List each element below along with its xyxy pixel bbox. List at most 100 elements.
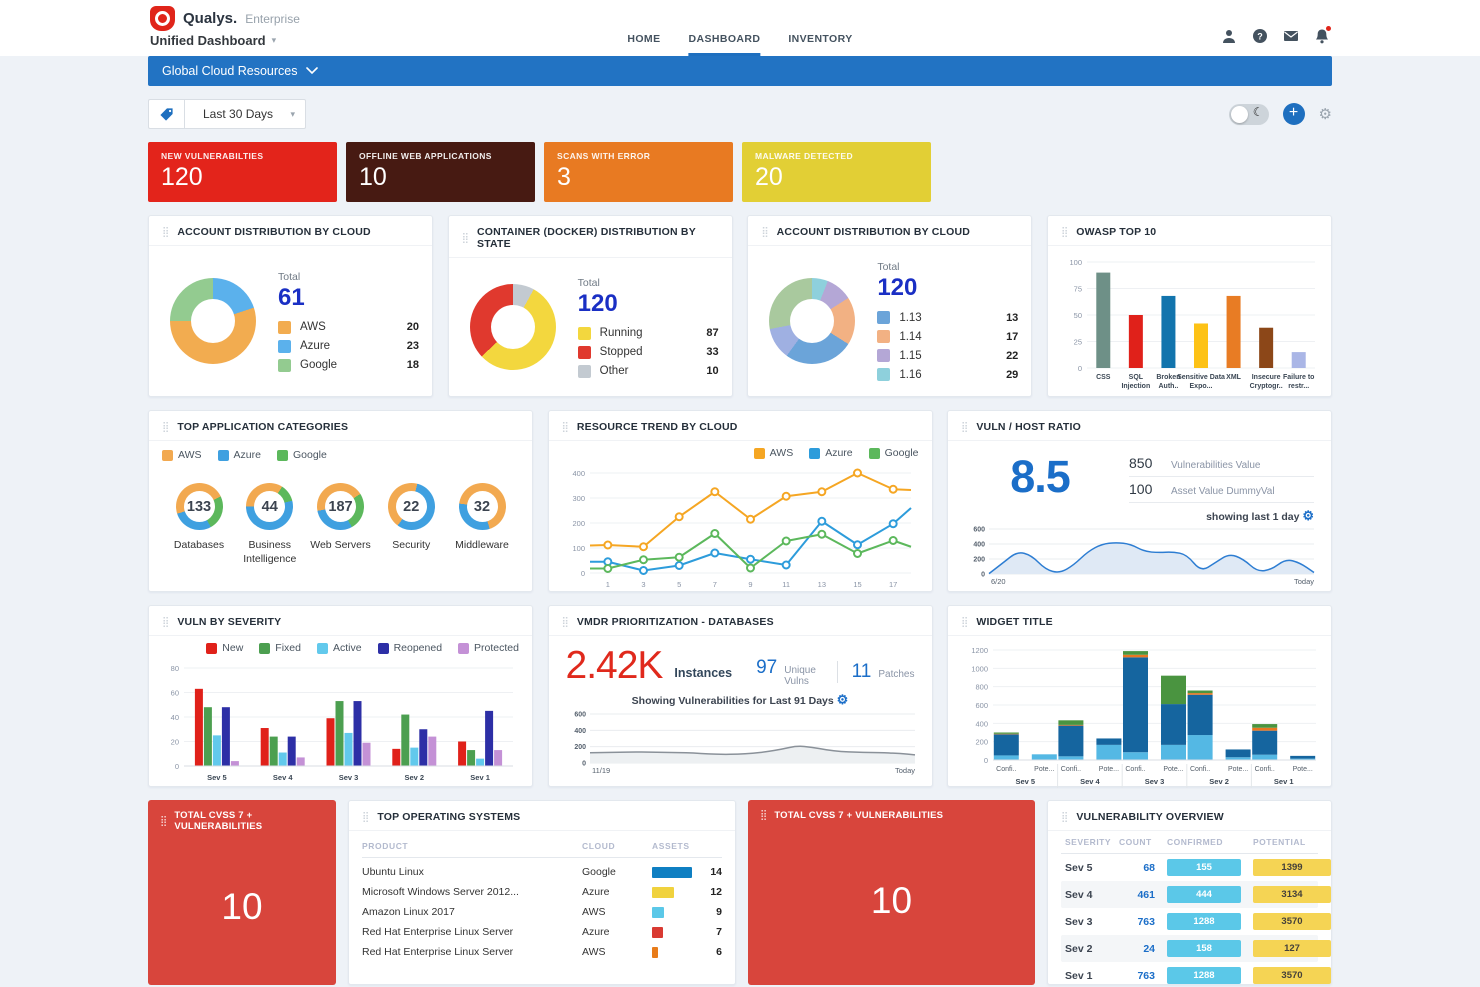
bar[interactable] [212, 735, 221, 766]
dark-mode-toggle[interactable]: ☾ [1228, 103, 1269, 125]
legend-item[interactable]: Google [868, 447, 919, 459]
bar[interactable] [494, 750, 503, 766]
bar[interactable] [1291, 352, 1306, 368]
data-point[interactable] [638, 542, 648, 552]
stack-segment[interactable] [1058, 724, 1084, 726]
stack-segment[interactable] [1031, 754, 1057, 760]
data-point[interactable] [602, 564, 612, 573]
bar[interactable] [1128, 315, 1143, 368]
legend-item[interactable]: New [206, 642, 243, 654]
category-ring[interactable]: 44 Business Intelligence [237, 483, 303, 566]
legend-item[interactable]: Active [316, 642, 362, 654]
data-point[interactable] [602, 540, 612, 550]
stack-segment[interactable] [1225, 757, 1251, 760]
stack-segment[interactable] [1290, 755, 1316, 759]
table-row[interactable]: Red Hat Enterprise Linux Server AWS 6 [362, 946, 722, 958]
table-row[interactable]: Sev 4 461 444 3134 [1061, 881, 1331, 908]
table-row[interactable]: Sev 2 24 158 127 [1061, 935, 1331, 962]
legend-item[interactable]: AWS [162, 449, 202, 461]
time-range-select[interactable]: Last 30 Days ▾ [184, 99, 306, 129]
count-link[interactable]: 763 [1137, 915, 1155, 928]
legend-item[interactable]: Reopened [377, 642, 442, 654]
bar[interactable] [1259, 327, 1274, 368]
stack-segment[interactable] [1290, 758, 1316, 760]
category-ring[interactable]: 133 Databases [166, 483, 232, 566]
legend-item[interactable]: Stopped 33 [577, 345, 719, 359]
data-point[interactable] [816, 487, 826, 497]
bar[interactable] [1193, 323, 1208, 368]
data-point[interactable] [638, 555, 648, 565]
stack-segment[interactable] [1187, 693, 1213, 695]
drag-handle-icon[interactable]: ⣿ [1061, 811, 1069, 823]
drag-handle-icon[interactable]: ⣿ [362, 811, 370, 823]
tag-filter-button[interactable] [148, 99, 184, 129]
bar[interactable] [485, 710, 494, 766]
bar[interactable] [269, 736, 278, 766]
table-row[interactable]: Sev 3 763 1288 3570 [1061, 908, 1331, 935]
stack-segment[interactable] [1252, 724, 1278, 728]
bar[interactable] [1161, 295, 1176, 368]
drag-handle-icon[interactable]: ⣿ [162, 421, 170, 433]
kpi-tile[interactable]: OFFLINE WEB APPLICATIONS 10 [346, 142, 535, 202]
notifications-bell-icon[interactable] [1314, 26, 1331, 44]
stack-segment[interactable] [1187, 735, 1213, 760]
bar[interactable] [326, 718, 335, 766]
data-point[interactable] [781, 536, 791, 546]
data-point[interactable] [888, 536, 898, 545]
bar[interactable] [410, 747, 419, 766]
data-point[interactable] [852, 540, 862, 550]
data-point[interactable] [745, 554, 755, 564]
legend-item[interactable]: 1.15 22 [877, 349, 1018, 362]
bar[interactable] [260, 728, 269, 766]
gear-icon[interactable]: ⚙ [1302, 508, 1314, 523]
stack-segment[interactable] [1123, 651, 1148, 655]
bar[interactable] [287, 736, 296, 766]
legend-item[interactable]: Fixed [259, 642, 301, 654]
mail-icon[interactable] [1283, 28, 1299, 44]
legend-item[interactable]: Azure [809, 447, 853, 459]
app-title[interactable]: Unified Dashboard [150, 33, 266, 48]
data-point[interactable] [745, 563, 755, 573]
bar[interactable] [221, 707, 230, 766]
stack-segment[interactable] [1225, 749, 1251, 758]
bar[interactable] [230, 761, 239, 766]
gear-icon[interactable]: ⚙ [1318, 106, 1332, 123]
table-row[interactable]: Amazon Linux 2017 AWS 9 [362, 906, 722, 918]
legend-item[interactable]: Azure 23 [278, 339, 419, 353]
data-point[interactable] [674, 561, 684, 570]
donut-chart[interactable] [469, 284, 556, 370]
stack-segment[interactable] [1058, 756, 1084, 760]
data-point[interactable] [781, 560, 791, 570]
count-link[interactable]: 461 [1137, 888, 1155, 901]
drag-handle-icon[interactable]: ⣿ [961, 421, 969, 433]
stack-segment[interactable] [1096, 738, 1122, 745]
stack-segment[interactable] [1187, 690, 1213, 694]
drag-handle-icon[interactable]: ⣿ [1060, 226, 1069, 238]
count-link[interactable]: 763 [1137, 969, 1155, 982]
bar[interactable] [194, 688, 203, 766]
bar[interactable] [476, 758, 485, 766]
stack-segment[interactable] [1161, 675, 1186, 705]
unique-vulns-value[interactable]: 97 [756, 657, 778, 678]
bar[interactable] [353, 701, 362, 766]
drag-handle-icon[interactable]: ⣿ [461, 232, 469, 244]
bar[interactable] [392, 748, 401, 766]
legend-item[interactable]: Protected [458, 642, 519, 654]
stack-segment[interactable] [993, 755, 1019, 760]
drag-handle-icon[interactable]: ⣿ [162, 616, 170, 628]
nav-inventory[interactable]: INVENTORY [788, 33, 853, 45]
table-row[interactable]: Microsoft Windows Server 2012... Azure 12 [362, 886, 722, 898]
bar[interactable] [203, 707, 212, 766]
drag-handle-icon[interactable]: ⣿ [761, 226, 769, 238]
donut-chart[interactable] [170, 278, 256, 364]
stack-segment[interactable] [993, 732, 1019, 734]
legend-item[interactable]: 1.16 29 [877, 368, 1018, 381]
data-point[interactable] [709, 487, 719, 497]
bar[interactable] [467, 750, 476, 766]
count-link[interactable]: 24 [1143, 942, 1155, 955]
data-point[interactable] [709, 548, 719, 558]
data-point[interactable] [745, 514, 755, 524]
category-ring[interactable]: 22 Security [378, 483, 444, 566]
kpi-tile[interactable]: SCANS WITH ERROR 3 [544, 142, 733, 202]
kpi-tile[interactable]: MALWARE DETECTED 20 [742, 142, 931, 202]
